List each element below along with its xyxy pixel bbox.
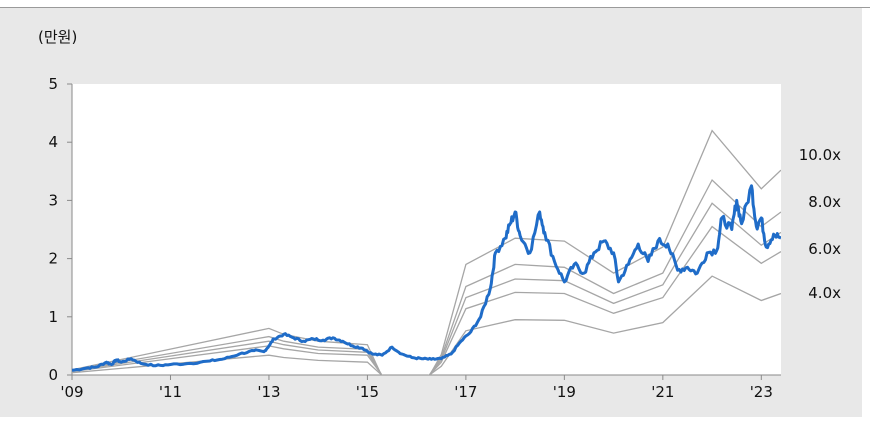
band-label-10.0x: 10.0x: [799, 146, 841, 164]
band-label-8.0x: 8.0x: [808, 193, 841, 211]
y-tick-label: 2: [48, 250, 58, 268]
band-line-8.0x: [72, 178, 781, 375]
x-tick-label: '09: [60, 383, 83, 401]
band-label-6.0x: 6.0x: [808, 240, 841, 258]
band-line-10.0x: [72, 129, 781, 375]
top-border-line: [0, 7, 870, 8]
band-line-6.0x: [72, 225, 781, 375]
x-tick-label: '19: [553, 383, 576, 401]
x-tick-label: '23: [750, 383, 773, 401]
x-tick-label: '11: [159, 383, 182, 401]
y-unit-label: (만원): [38, 28, 78, 46]
x-tick-label: '15: [356, 383, 379, 401]
band-line-4.0x: [72, 275, 781, 375]
y-tick-label: 3: [48, 191, 58, 209]
y-tick-label: 5: [48, 75, 58, 93]
price-line: [72, 184, 781, 372]
band-label-4.0x: 4.0x: [808, 284, 841, 302]
y-tick-label: 4: [48, 133, 58, 151]
x-tick-label: '21: [651, 383, 674, 401]
band-line-7.0x: [72, 202, 781, 375]
x-tick-label: '13: [257, 383, 280, 401]
x-tick-label: '17: [454, 383, 477, 401]
plot-area: [72, 84, 781, 375]
y-tick-label: 0: [48, 366, 58, 384]
y-tick-label: 1: [48, 308, 58, 326]
